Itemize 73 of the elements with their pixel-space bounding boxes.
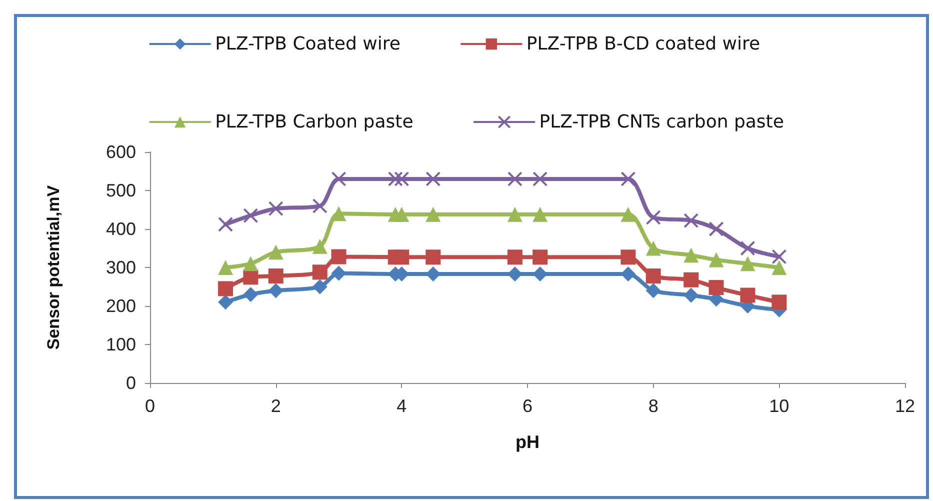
point bbox=[388, 171, 403, 186]
y-tick-label: 0 bbox=[126, 373, 136, 393]
point bbox=[646, 210, 661, 225]
point bbox=[331, 266, 346, 281]
point bbox=[772, 260, 787, 275]
point bbox=[684, 248, 699, 263]
point bbox=[268, 283, 284, 298]
point bbox=[331, 171, 346, 186]
point bbox=[684, 272, 699, 288]
point bbox=[740, 240, 756, 256]
point bbox=[708, 252, 724, 268]
y-tick-label: 100 bbox=[106, 334, 136, 354]
point bbox=[708, 222, 724, 236]
y-tick-label: 600 bbox=[106, 142, 136, 162]
x-axis-title: pH bbox=[516, 432, 540, 452]
point bbox=[312, 238, 328, 254]
legend-label: PLZ-TPB B-CD coated wire bbox=[526, 34, 760, 54]
point bbox=[426, 171, 441, 186]
y-tick-label: 300 bbox=[106, 258, 136, 278]
point bbox=[772, 294, 787, 310]
x-tick-label: 6 bbox=[522, 396, 533, 416]
x-tick-label: 0 bbox=[144, 396, 156, 416]
legend-label: PLZ-TPB CNTs carbon paste bbox=[539, 112, 784, 132]
x-tick-label: 4 bbox=[396, 396, 407, 416]
point bbox=[312, 279, 328, 294]
point bbox=[243, 286, 258, 302]
point bbox=[243, 256, 258, 272]
point bbox=[708, 280, 724, 296]
y-tick-label: 500 bbox=[106, 180, 136, 200]
point bbox=[268, 268, 284, 284]
point bbox=[684, 288, 699, 303]
point bbox=[620, 250, 636, 265]
point bbox=[268, 201, 284, 216]
point bbox=[394, 206, 410, 222]
point bbox=[646, 283, 661, 298]
point bbox=[684, 213, 699, 228]
x-tick-label: 2 bbox=[270, 396, 281, 416]
x-tick-label: 8 bbox=[648, 396, 658, 416]
point bbox=[426, 250, 441, 265]
point bbox=[620, 171, 636, 186]
point bbox=[426, 206, 441, 222]
point bbox=[507, 250, 522, 265]
point bbox=[507, 171, 522, 186]
point bbox=[268, 244, 284, 260]
point bbox=[772, 249, 787, 264]
x-tick-label: 10 bbox=[769, 396, 790, 416]
point bbox=[646, 268, 661, 284]
point bbox=[394, 171, 410, 186]
point bbox=[532, 171, 548, 186]
point bbox=[243, 208, 258, 224]
point bbox=[740, 256, 756, 272]
point bbox=[507, 206, 522, 222]
y-axis-title: Sensor potential,mV bbox=[44, 184, 63, 350]
point bbox=[620, 266, 636, 282]
point bbox=[394, 250, 410, 265]
x-tick-label: 12 bbox=[894, 396, 916, 416]
point bbox=[218, 216, 233, 232]
point bbox=[740, 288, 756, 303]
point bbox=[218, 281, 233, 296]
point bbox=[218, 260, 233, 275]
point bbox=[218, 294, 233, 310]
point bbox=[646, 240, 661, 256]
point bbox=[532, 206, 548, 222]
y-tick-label: 400 bbox=[106, 219, 136, 239]
point bbox=[312, 264, 328, 280]
point bbox=[620, 206, 636, 222]
point bbox=[243, 270, 258, 285]
y-tick-label: 200 bbox=[106, 296, 136, 316]
legend-label: PLZ-TPB Carbon paste bbox=[215, 112, 414, 132]
point bbox=[331, 249, 346, 264]
point bbox=[532, 250, 548, 265]
legend-label: PLZ-TPB Coated wire bbox=[215, 34, 400, 54]
point bbox=[312, 198, 328, 214]
